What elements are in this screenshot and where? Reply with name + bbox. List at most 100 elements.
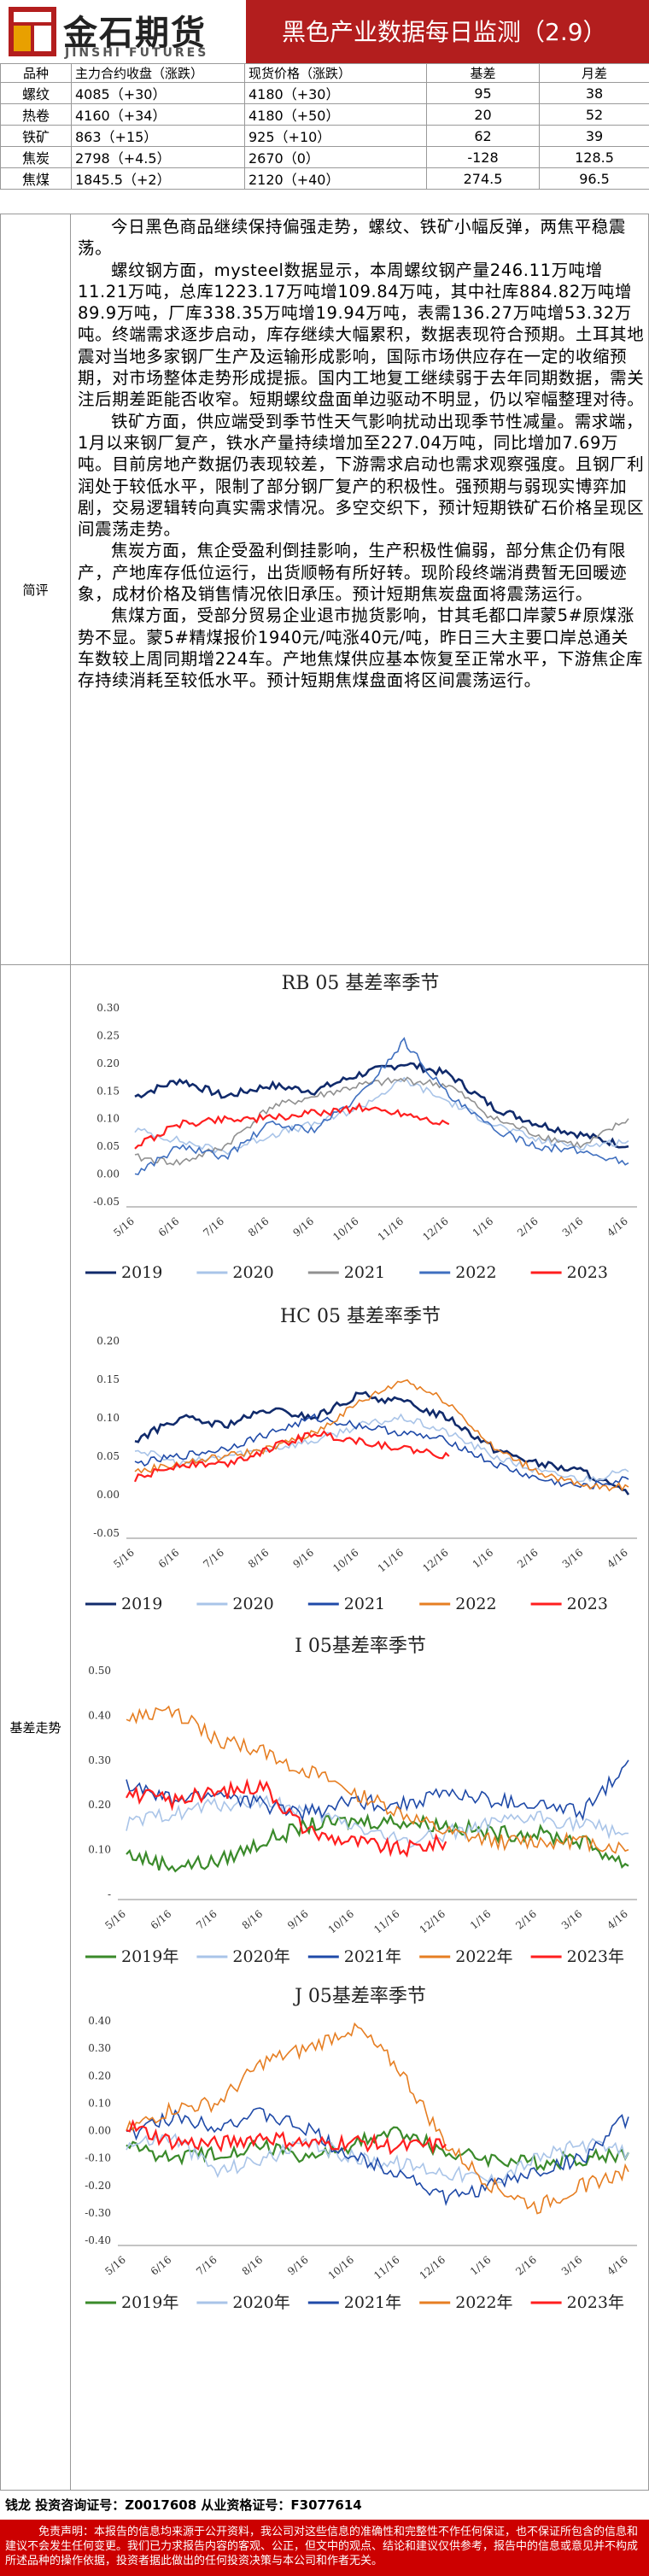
x-tick-label: 9/16 [290, 1215, 316, 1239]
series-line [134, 1076, 629, 1166]
table-cell: 925（+10） [244, 125, 427, 147]
commentary-paragraph: 焦炭方面，焦企受盈利倒挂影响，生产积极性偏弱，部分焦企仍有限产，产地库存低位运行… [78, 541, 628, 605]
market-table: 品种 主力合约收盘（涨跌） 现货价格（涨跌） 基差 月差 螺纹 4085（+30… [0, 63, 649, 190]
legend-label: 2019年 [121, 2293, 178, 2312]
series-line [126, 1705, 629, 1854]
x-tick-label: 7/16 [194, 1908, 219, 1932]
x-tick-label: 11/16 [376, 1215, 406, 1244]
y-tick-label: 0.20 [96, 1057, 120, 1069]
series-line [126, 1812, 629, 1873]
col-header: 现货价格（涨跌） [244, 63, 427, 83]
legend-label: 2020 [232, 1595, 273, 1613]
table-cell: 95 [426, 82, 540, 104]
table-cell: 96.5 [539, 167, 649, 190]
x-tick-label: 3/16 [559, 2254, 585, 2278]
y-tick-label: -0.20 [85, 2180, 111, 2192]
j-basis-chart: J 05基差率季节 0.40 0.30 0.20 0.10 0.00 -0.10 -0.20 -… [73, 1980, 647, 2321]
y-tick-label: 0.10 [88, 2097, 111, 2109]
table-row: 焦煤 1845.5（+2） 2120（+40） 274.5 96.5 [0, 167, 649, 190]
x-tick-label: 12/16 [418, 2254, 447, 2282]
y-tick-label: - [108, 1888, 111, 1900]
col-header: 品种 [0, 63, 72, 83]
table-cell: 2670（0） [244, 146, 427, 168]
legend-label: 2019 [121, 1263, 162, 1282]
y-tick-label: -0.10 [85, 2152, 111, 2164]
x-tick-label: 8/16 [246, 1547, 272, 1571]
x-tick-label: 4/16 [605, 2254, 630, 2278]
legend-label: 2021年 [344, 2293, 401, 2312]
table-row: 焦炭 2798（+4.5） 2670（0） -128 128.5 [0, 146, 649, 168]
y-tick-label: 0.20 [88, 1799, 111, 1811]
y-tick-label: 0.00 [96, 1489, 120, 1501]
legend-label: 2023 [567, 1263, 608, 1282]
x-tick-label: 3/16 [560, 1215, 586, 1239]
legend-label: 2020 [232, 1263, 273, 1282]
y-tick-label: 0.20 [96, 1335, 120, 1347]
table-cell: 20 [426, 103, 540, 126]
col-header: 主力合约收盘（涨跌） [71, 63, 245, 83]
basis-label: 基差走势 [1, 965, 71, 2490]
y-tick-label: -0.40 [85, 2234, 111, 2246]
x-tick-label: 7/16 [194, 2254, 219, 2278]
x-tick-label: 1/16 [468, 2254, 494, 2278]
commentary-paragraph: 铁矿方面，供应端受到季节性天气影响扰动出现季节性减量。需求端，1月以来钢厂复产，… [78, 411, 645, 540]
x-tick-label: 2/16 [515, 1215, 541, 1239]
commentary-section: 简评 今日黑色商品继续保持偏强走势，螺纹、铁矿小幅反弹，两焦平稳震荡。 螺纹钢方… [0, 214, 649, 965]
table-cell: 4180（+50） [244, 103, 427, 126]
x-tick-label: 1/16 [471, 1547, 496, 1571]
company-logo: 金石期货 JINSHI FUTURES [0, 0, 246, 63]
x-tick-label: 2/16 [513, 1908, 539, 1932]
series-line [126, 1777, 447, 1858]
series-line [134, 1102, 450, 1150]
x-tick-label: 5/16 [111, 1547, 137, 1571]
legend-label: 2022年 [455, 2293, 512, 2312]
y-tick-label: -0.30 [85, 2207, 111, 2219]
x-tick-label: 6/16 [156, 1215, 182, 1239]
legend-label: 2023年 [567, 2293, 624, 2312]
logo-mark-icon [9, 7, 56, 56]
y-tick-label: 0.05 [96, 1450, 120, 1462]
table-cell: 螺纹 [0, 82, 72, 104]
x-tick-label: 10/16 [326, 2254, 356, 2282]
chart-title: J 05基差率季节 [293, 1986, 426, 2007]
y-tick-label: 0.10 [96, 1412, 120, 1424]
commentary-paragraph: 螺纹钢方面，mysteel数据显示，本周螺纹钢产量246.11万吨增11.21万… [78, 260, 645, 410]
series-line [133, 1430, 450, 1483]
x-tick-label: 11/16 [371, 1908, 401, 1936]
x-tick-label: 10/16 [330, 1215, 360, 1244]
x-tick-label: 8/16 [240, 2254, 266, 2278]
y-tick-label: 0.05 [96, 1140, 120, 1152]
series-line [126, 2133, 629, 2186]
table-cell: -128 [426, 146, 540, 168]
x-tick-label: 3/16 [559, 1908, 585, 1932]
i-basis-chart: I 05基差率季节 0.50 0.40 0.30 0.20 0.10 - 5/16 6/16 7/… [73, 1630, 647, 1976]
series-line [134, 1390, 630, 1496]
commentary-text: 今日黑色商品继续保持偏强走势，螺纹、铁矿小幅反弹，两焦平稳震荡。 螺纹钢方面，m… [78, 216, 645, 692]
legend-label: 2021 [344, 1595, 385, 1613]
y-tick-label: 0.00 [96, 1168, 120, 1180]
legend-label: 2022年 [455, 1947, 512, 1966]
legend-label: 2019年 [121, 1947, 178, 1966]
y-tick-label: -0.05 [93, 1527, 120, 1539]
series-line [126, 1759, 629, 1822]
commentary-paragraph: 焦煤方面，受部分贸易企业退市抛货影响，甘其毛都口岸蒙5#原煤涨势不显。蒙5#精煤… [78, 606, 644, 691]
series-line [126, 2126, 629, 2172]
table-cell: 863（+15） [71, 125, 245, 147]
table-cell: 焦煤 [0, 167, 72, 190]
x-tick-label: 1/16 [471, 1215, 496, 1239]
x-tick-label: 5/16 [102, 2254, 128, 2278]
legend-label: 2020年 [232, 1947, 289, 1966]
col-header: 月差 [539, 63, 649, 83]
legend-label: 2021 [344, 1263, 385, 1282]
x-tick-label: 12/16 [418, 1908, 447, 1936]
y-tick-label: 0.25 [96, 1029, 120, 1041]
legend-label: 2019 [121, 1595, 162, 1613]
x-tick-label: 10/16 [326, 1908, 356, 1936]
chart-title: I 05基差率季节 [295, 1636, 426, 1657]
series-line [126, 2118, 447, 2156]
y-tick-label: 0.15 [96, 1085, 120, 1097]
y-tick-label: 0.10 [88, 1844, 111, 1856]
table-cell: 52 [539, 103, 649, 126]
series-line [134, 1413, 629, 1490]
x-tick-label: 9/16 [285, 2254, 311, 2278]
